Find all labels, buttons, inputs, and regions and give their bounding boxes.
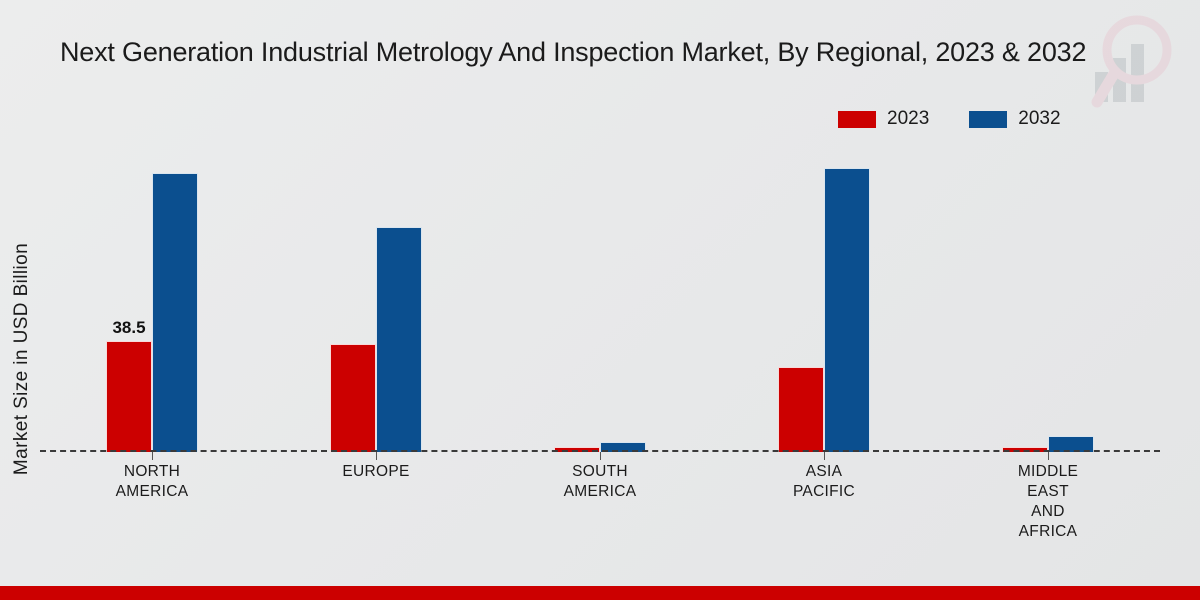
bar-2032[interactable] [600, 442, 646, 452]
bar-groups: 38.5 [40, 160, 1160, 460]
axis-baseline [40, 450, 1160, 452]
x-axis-category-label: SOUTH AMERICA [563, 463, 637, 500]
legend-label-2032: 2032 [1018, 108, 1061, 129]
x-axis-tick [1048, 452, 1049, 460]
plot-area: 38.5 [40, 160, 1160, 460]
bar-2032[interactable] [824, 168, 870, 452]
bottom-accent-strip [0, 586, 1200, 600]
bar-2032[interactable] [152, 173, 198, 452]
chart-legend: 2023 2032 [838, 108, 1061, 130]
page-title: Next Generation Industrial Metrology And… [60, 37, 1087, 67]
legend-label-2023: 2023 [887, 108, 930, 129]
bar-pair: 38.5 [106, 160, 198, 452]
x-axis-tick [824, 452, 825, 460]
legend-swatch-2023 [838, 110, 876, 128]
y-axis-title: Market Size in USD Billion [11, 242, 32, 476]
bar-2023[interactable] [778, 367, 824, 452]
bar-value-label: 38.5 [112, 318, 146, 338]
bar-pair [1002, 160, 1094, 452]
x-axis-category-label: ASIA PACIFIC [792, 463, 856, 500]
bar-pair [778, 160, 870, 452]
bar-pair [330, 160, 422, 452]
legend-swatch-2032 [969, 110, 1008, 128]
bar-group [936, 160, 1160, 460]
x-axis-tick [600, 452, 601, 460]
x-axis-category-label: EUROPE [342, 463, 410, 480]
bar-2023[interactable]: 38.5 [106, 318, 152, 452]
x-axis-category-label: MIDDLE EAST AND AFRICA [1017, 463, 1079, 540]
bar-group [264, 160, 488, 460]
bar-2023[interactable] [330, 344, 376, 452]
bar-group [488, 160, 712, 460]
x-axis-tick [152, 452, 153, 460]
bar-2023[interactable] [1002, 447, 1048, 452]
bar-group: 38.5 [40, 160, 264, 460]
x-axis-category-labels: NORTH AMERICA EUROPE SOUTH AMERICA ASIA PACIFI… [40, 462, 1160, 542]
bar-pair [554, 160, 646, 452]
x-axis-category-label: NORTH AMERICA [115, 463, 189, 500]
x-axis-tick [376, 452, 377, 460]
bar-group [712, 160, 936, 460]
bar-2032[interactable] [376, 227, 422, 452]
legend-item-2032[interactable]: 2032 [969, 108, 1061, 130]
legend-item-2023[interactable]: 2023 [838, 108, 929, 130]
bar-2032[interactable] [1048, 435, 1094, 452]
bar-2023[interactable] [554, 447, 600, 452]
